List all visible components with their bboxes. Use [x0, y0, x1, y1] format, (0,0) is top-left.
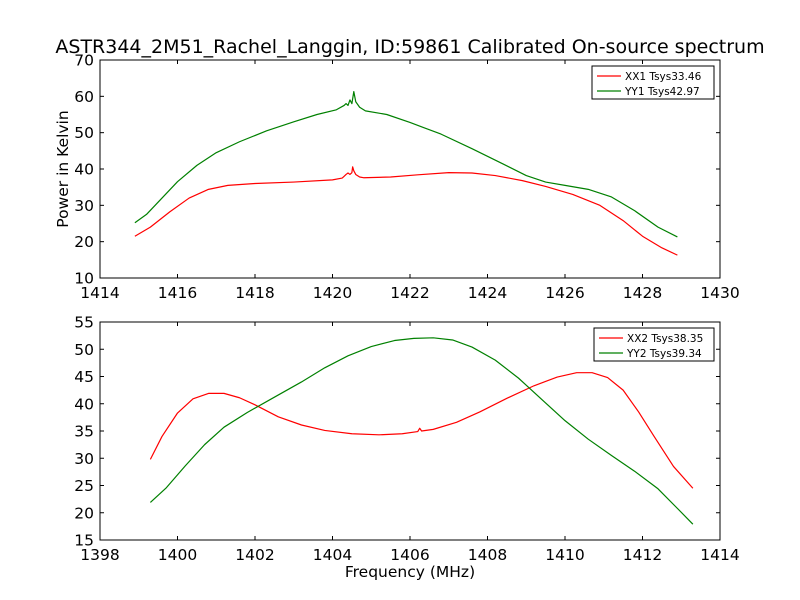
y-tick-label: 20: [74, 233, 94, 251]
legend: XX2 Tsys38.35 YY2 Tsys39.34: [593, 327, 715, 362]
y-tick-label: 15: [74, 532, 94, 550]
x-tick-label: 1420: [313, 284, 352, 302]
y-tick-label: 70: [74, 52, 94, 70]
legend-label: XX1 Tsys33.46: [625, 71, 702, 83]
x-tick-label: 1404: [313, 546, 352, 564]
legend-label: YY1 Tsys42.97: [624, 86, 700, 98]
y-tick-label: 60: [74, 88, 94, 106]
x-tick-label: 1412: [623, 546, 662, 564]
x-tick-label: 1408: [468, 546, 507, 564]
x-tick-label: 1424: [468, 284, 507, 302]
x-tick-label: 1428: [623, 284, 662, 302]
chart-title: ASTR344_2M51_Rachel_Langgin, ID:59861 Ca…: [55, 36, 764, 58]
legend-box: [591, 65, 715, 100]
y-tick-label: 10: [74, 270, 94, 288]
y-tick-label: 20: [74, 504, 94, 522]
legend-label: YY2 Tsys39.34: [626, 348, 702, 360]
x-tick-label: 1410: [545, 546, 584, 564]
bottom-panel: 1398 1400 1402 1404 1406 1408 1410 1412 1414 15 20…: [74, 314, 739, 565]
x-tick-label: 1398: [80, 546, 119, 564]
y-tick-label: 50: [74, 341, 94, 359]
y-tick-label: 55: [74, 314, 94, 332]
x-tick-label: 1402: [235, 546, 274, 564]
y-tick-label: 45: [74, 368, 94, 386]
x-tick-label: 1414: [80, 284, 119, 302]
series-line-2-1: [149, 372, 694, 489]
x-tick-label: 1422: [390, 284, 429, 302]
y-tick-label: 25: [74, 477, 94, 495]
y-tick-label: 30: [74, 197, 94, 215]
x-tick-label: 1416: [158, 284, 197, 302]
x-tick-label: 1426: [545, 284, 584, 302]
y-tick-label: 40: [74, 395, 94, 413]
y-tick-label: 40: [74, 161, 94, 179]
axes-frame: [99, 59, 721, 279]
x-tick-label: 1400: [158, 546, 197, 564]
x-tick-label: 1414: [700, 546, 739, 564]
legend-label: XX2 Tsys38.35: [627, 333, 703, 345]
axes-frame: [99, 321, 721, 541]
top-panel: 1414 1416 1418 1420 1422 1424 1426 1428 1430 10 20…: [74, 52, 739, 303]
y-tick-label: 30: [74, 450, 94, 468]
x-tick-label: 1406: [390, 546, 429, 564]
legend: XX1 Tsys33.46 YY1 Tsys42.97: [591, 65, 715, 100]
series-line-1-1: [134, 166, 678, 256]
series-line-1-2: [134, 91, 678, 238]
series-line-2-2: [149, 337, 694, 525]
x-tick-label: 1418: [235, 284, 274, 302]
y-axis-label-top: Power in Kelvin: [54, 110, 72, 227]
legend-box: [593, 327, 715, 362]
x-tick-label: 1430: [700, 284, 739, 302]
y-tick-label: 50: [74, 124, 94, 142]
y-tick-label: 35: [74, 423, 94, 441]
x-axis-label-bottom: Frequency (MHz): [345, 563, 475, 581]
